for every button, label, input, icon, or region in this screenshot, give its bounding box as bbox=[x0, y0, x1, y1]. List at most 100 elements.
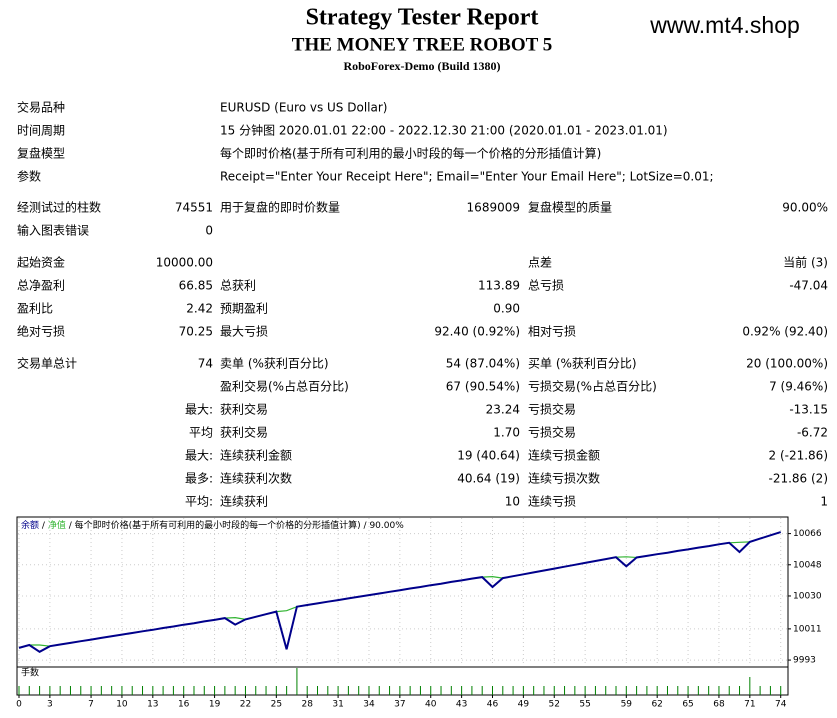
volume-bar bbox=[646, 686, 648, 695]
volume-bar bbox=[636, 686, 638, 695]
separator: / bbox=[69, 521, 73, 531]
cell-label: 连续获利 bbox=[220, 494, 268, 509]
cell-label: 盈利交易(%占总百分比) bbox=[220, 379, 349, 394]
x-tick-label: 28 bbox=[301, 700, 313, 710]
volume-bar bbox=[275, 686, 277, 695]
volume-bar bbox=[574, 686, 576, 695]
cell-label: 起始资金 bbox=[17, 255, 65, 270]
volume-bar bbox=[419, 686, 421, 695]
x-tick-label: 7 bbox=[88, 700, 94, 710]
volume-bar bbox=[718, 686, 720, 695]
y-tick-label: 10066 bbox=[793, 529, 822, 539]
y-tick-label: 10011 bbox=[793, 624, 822, 634]
cell-label: 绝对亏损 bbox=[17, 324, 65, 339]
cell-label: 连续获利金额 bbox=[220, 448, 292, 463]
x-tick-label: 71 bbox=[744, 700, 755, 710]
cell-label: 用于复盘的即时价数量 bbox=[220, 200, 340, 215]
broker: RoboForex-Demo (Build 1380) bbox=[343, 59, 500, 73]
volume-bar bbox=[666, 686, 668, 695]
volume-bar bbox=[605, 686, 607, 695]
cell-value: 15 分钟图 2020.01.01 22:00 - 2022.12.30 21:… bbox=[220, 123, 668, 138]
volume-bar bbox=[615, 686, 617, 695]
cell-label: 最大亏损 bbox=[220, 325, 268, 339]
x-tick-label: 22 bbox=[240, 700, 251, 710]
volume-bar bbox=[39, 686, 41, 695]
cell-label: 经测试过的柱数 bbox=[17, 200, 101, 215]
volume-bar bbox=[49, 686, 51, 695]
volume-bar bbox=[244, 686, 246, 695]
volume-bar bbox=[286, 686, 288, 695]
volume-bar bbox=[347, 686, 349, 695]
cell-value: 19 (40.64) bbox=[457, 449, 520, 463]
cell-value: 113.89 bbox=[478, 279, 520, 293]
volume-bar bbox=[121, 686, 123, 695]
x-tick-label: 43 bbox=[456, 700, 467, 710]
cell-value: 2.42 bbox=[186, 302, 213, 316]
cell-label: 总亏损 bbox=[528, 279, 564, 293]
volume-bar bbox=[471, 686, 473, 695]
cell-value: 40.64 (19) bbox=[457, 472, 520, 486]
cell-label: 相对亏损 bbox=[528, 325, 576, 339]
volume-bar bbox=[234, 686, 236, 695]
volume-bar bbox=[450, 686, 452, 695]
cell-value: -21.86 (2) bbox=[769, 472, 829, 486]
cell-value: -13.15 bbox=[789, 403, 828, 417]
chart-header: 余额 / 净值 / 每个即时价格(基于所有可利用的最小时段的每一个价格的分形插值… bbox=[21, 519, 404, 531]
volume-bar bbox=[90, 686, 92, 695]
cell-label: 交易单总计 bbox=[17, 356, 77, 371]
volume-bar bbox=[80, 686, 82, 695]
cell-value: 0.92% (92.40) bbox=[742, 325, 828, 339]
x-tick-label: 34 bbox=[363, 700, 375, 710]
cell-label: 连续亏损金额 bbox=[528, 448, 600, 463]
cell-label: 复盘模型 bbox=[17, 146, 65, 161]
cell-label: 连续亏损 bbox=[528, 494, 576, 509]
cell-value: 0 bbox=[205, 224, 213, 238]
cell-value: 10000.00 bbox=[156, 256, 213, 270]
cell-label: 连续亏损次数 bbox=[528, 471, 600, 486]
cell-label: 获利交易 bbox=[220, 402, 268, 417]
legend-equity: 净值 bbox=[48, 519, 66, 531]
volume-bar bbox=[399, 686, 401, 695]
volume-bar bbox=[69, 686, 71, 695]
volume-bar bbox=[553, 686, 555, 695]
volume-bar bbox=[265, 686, 267, 695]
volume-bar bbox=[522, 686, 524, 695]
volume-bar bbox=[389, 686, 391, 695]
volume-bar bbox=[440, 686, 442, 695]
cell-label: 亏损交易(%占总百分比) bbox=[528, 379, 657, 394]
cell-value: 66.85 bbox=[179, 279, 213, 293]
volume-bar bbox=[162, 686, 164, 695]
volume-bar bbox=[461, 686, 463, 695]
volume-bar bbox=[687, 686, 689, 695]
x-tick-label: 74 bbox=[775, 700, 787, 710]
volume-bar bbox=[327, 686, 329, 695]
cell-label: 盈利比 bbox=[17, 302, 53, 316]
cell-label: 交易品种 bbox=[17, 100, 65, 115]
volume-frame bbox=[16, 666, 789, 696]
cell-value: 10 bbox=[505, 495, 520, 509]
volume-bar bbox=[564, 686, 566, 695]
cell-value: Receipt="Enter Your Receipt Here"; Email… bbox=[220, 170, 714, 184]
volume-bar bbox=[780, 686, 782, 695]
x-tick-label: 0 bbox=[16, 700, 22, 710]
cell-value: 最大: bbox=[185, 449, 213, 463]
chart-quality: 90.00% bbox=[369, 521, 404, 531]
x-tick-label: 49 bbox=[518, 700, 530, 710]
cell-value: 74 bbox=[198, 357, 213, 371]
volume-label: 手数 bbox=[21, 667, 39, 679]
volume-bar bbox=[708, 686, 710, 695]
cell-label: 连续获利次数 bbox=[220, 471, 292, 486]
volume-bar bbox=[769, 686, 771, 695]
cell-value: -6.72 bbox=[797, 426, 828, 440]
volume-bar bbox=[317, 686, 319, 695]
x-tick-label: 59 bbox=[621, 700, 633, 710]
cell-label: 亏损交易 bbox=[528, 402, 576, 417]
y-tick-label: 10048 bbox=[793, 560, 822, 570]
cell-label: 输入图表错误 bbox=[17, 223, 89, 238]
cell-value: 2 (-21.86) bbox=[769, 449, 829, 463]
cell-value: 平均 bbox=[189, 426, 213, 440]
volume-bar bbox=[59, 686, 61, 695]
cell-label: 亏损交易 bbox=[528, 425, 576, 440]
cell-value: 0.90 bbox=[493, 302, 520, 316]
